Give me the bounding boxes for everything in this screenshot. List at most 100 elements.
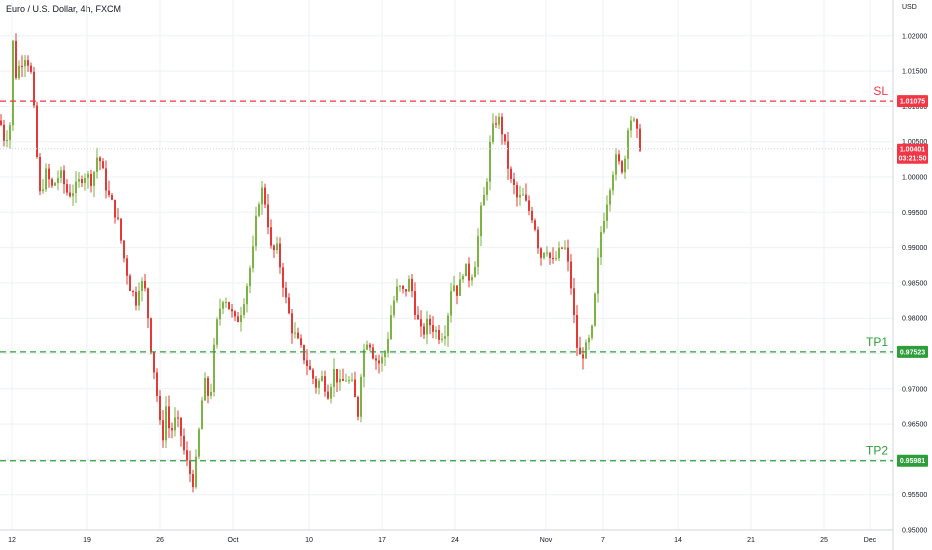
candle-body [216, 319, 218, 345]
candle-body [339, 378, 341, 383]
candle-body [348, 380, 350, 382]
candle-body [396, 286, 398, 301]
candle-body [225, 302, 227, 304]
candle-body [489, 141, 491, 182]
candle-body [591, 325, 593, 338]
candle-body [0, 120, 2, 125]
candle-body [360, 376, 362, 417]
candle-body [399, 285, 401, 287]
candle-body [573, 288, 575, 315]
candle-body [582, 354, 584, 359]
candle-body [609, 190, 611, 205]
candle-body [87, 173, 89, 178]
candle-body [459, 279, 461, 296]
candle-body [153, 352, 155, 373]
candle-body [483, 194, 485, 206]
candle-body [60, 170, 62, 179]
candle-body [69, 192, 71, 197]
candle-body [438, 329, 440, 340]
candle-body [627, 130, 629, 159]
candle-body [531, 210, 533, 221]
candle-body [567, 247, 569, 262]
x-tick-label: 26 [156, 537, 164, 544]
level-name-tp1: TP1 [866, 335, 888, 349]
candle-body [222, 302, 224, 309]
candle-body [186, 450, 188, 461]
candle-body [9, 125, 11, 140]
candle-body [528, 200, 530, 211]
candle-body [429, 318, 431, 326]
candle-body [543, 252, 545, 258]
candle-body [561, 247, 563, 249]
candle-body [6, 139, 8, 141]
candle-body [570, 261, 572, 289]
candle-body [516, 185, 518, 198]
candle-body [114, 199, 116, 218]
candle-body [366, 344, 368, 350]
y-tick-label: 0.99000 [902, 245, 927, 252]
candle-body [447, 315, 449, 337]
candle-body [342, 378, 344, 381]
candle-body [12, 40, 14, 126]
candle-body [354, 379, 356, 398]
candle-body [462, 276, 464, 280]
candle-body [237, 316, 239, 322]
candle-body [525, 194, 527, 201]
candle-body [351, 379, 353, 381]
candle-body [36, 105, 38, 157]
candle-body [633, 119, 635, 121]
candle-body [168, 406, 170, 429]
currency-label: USD [902, 4, 917, 11]
candle-body [309, 366, 311, 370]
candle-body [372, 347, 374, 359]
candle-body [621, 161, 623, 173]
candle-body [576, 314, 578, 348]
candle-body [219, 308, 221, 320]
x-tick-label: 7 [601, 537, 605, 544]
candle-body [264, 187, 266, 205]
candle-body [105, 168, 107, 191]
last-price-value: 1.00401 [900, 147, 925, 154]
candle-body [450, 290, 452, 316]
candle-body [585, 342, 587, 359]
y-tick-label: 0.99500 [902, 210, 927, 217]
candle-body [120, 218, 122, 241]
candle-body [66, 184, 68, 193]
candle-body [417, 314, 419, 320]
candle-body [54, 182, 56, 186]
candle-body [597, 257, 599, 294]
x-tick-label: 17 [378, 537, 386, 544]
level-name-tp2: TP2 [866, 444, 888, 458]
candle-body [639, 128, 641, 151]
candle-body [408, 278, 410, 292]
candle-body [426, 318, 428, 335]
candle-body [465, 263, 467, 277]
candle-body [165, 406, 167, 441]
candle-body [24, 60, 26, 67]
candle-body [519, 195, 521, 198]
candle-body [486, 181, 488, 195]
candle-body [537, 229, 539, 249]
candle-body [555, 258, 557, 260]
candle-body [30, 65, 32, 72]
candle-body [144, 281, 146, 289]
candle-body [3, 124, 5, 141]
candle-body [243, 304, 245, 316]
candle-body [150, 318, 152, 353]
candle-body [324, 376, 326, 392]
candle-body [42, 189, 44, 192]
candle-body [102, 161, 104, 169]
candle-body [177, 417, 179, 419]
candle-body [603, 220, 605, 233]
x-tick-label: 24 [451, 537, 459, 544]
candle-body [72, 193, 74, 197]
candle-body [321, 376, 323, 381]
candle-body [78, 179, 80, 182]
candle-body [147, 288, 149, 319]
x-tick-label: 12 [8, 537, 16, 544]
candle-body [432, 325, 434, 332]
y-tick-label: 0.97000 [902, 386, 927, 393]
candle-body [327, 391, 329, 399]
candle-body [420, 319, 422, 327]
